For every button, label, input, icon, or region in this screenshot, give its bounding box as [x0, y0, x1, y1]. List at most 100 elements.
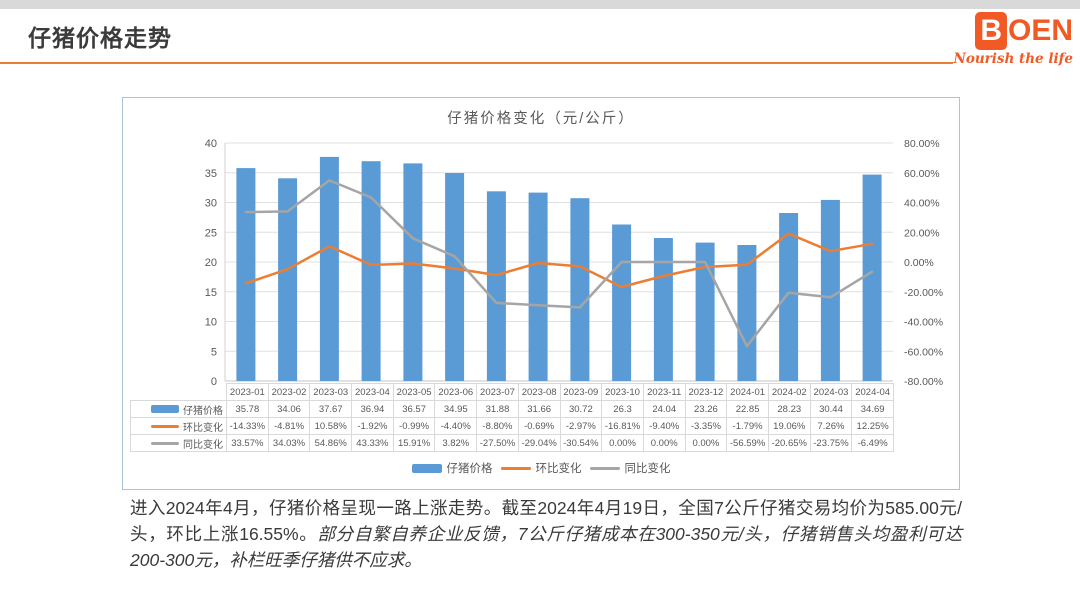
value-cell: -6.49% — [851, 434, 894, 452]
value-cell: 31.88 — [476, 400, 519, 418]
value-cell: -4.81% — [267, 417, 311, 435]
legend-line-swatch — [589, 466, 620, 470]
value-cell: 37.67 — [309, 400, 353, 418]
value-cell: 30.44 — [809, 400, 853, 418]
price-bar — [236, 168, 256, 381]
right-axis-tick: -40.00% — [904, 317, 943, 329]
commentary-italic: 部分自繁自养企业反馈，7公斤仔猪成本在300-350元/头，仔猪销售头均盈利可达… — [130, 524, 962, 570]
value-cell: 7.26% — [809, 417, 853, 435]
logo-rest: OEN — [1007, 14, 1073, 47]
legend-label: 仔猪价格 — [446, 463, 493, 475]
value-cell: 54.86% — [309, 434, 353, 452]
value-cell: -20.65% — [767, 434, 811, 452]
price-bar — [570, 198, 590, 381]
value-cell: -14.33% — [226, 417, 269, 435]
value-cell: -23.75% — [809, 434, 853, 452]
value-cell: 34.69 — [851, 400, 894, 418]
price-bar — [445, 173, 465, 381]
right-axis-tick: -80.00% — [904, 376, 943, 388]
price-bar — [695, 242, 715, 381]
right-axis-tick: 0.00% — [904, 257, 934, 269]
value-cell: -0.99% — [392, 417, 436, 435]
left-axis-tick: 5 — [211, 346, 217, 358]
value-cell: 22.85 — [726, 400, 769, 418]
page-title: 仔猪价格走势 — [28, 25, 172, 51]
price-bar — [361, 161, 381, 381]
legend-line-swatch — [500, 466, 531, 470]
price-bar — [278, 178, 298, 381]
legend-key-icon — [151, 405, 179, 413]
value-cell: -56.59% — [726, 434, 769, 452]
row-label-cell: 同比变化 — [130, 434, 227, 452]
boen-logo: B OEN Nourish the life — [933, 12, 1073, 67]
value-cell: 0.00% — [601, 434, 644, 452]
legend-item: 环比变化 — [500, 460, 582, 476]
month-header-cell: 2023-08 — [517, 383, 561, 401]
left-axis-tick: 10 — [205, 317, 217, 329]
right-axis-tick: 80.00% — [904, 138, 940, 150]
month-header-cell: 2023-06 — [434, 383, 478, 401]
right-axis-tick: -20.00% — [904, 287, 943, 299]
value-cell: -4.40% — [434, 417, 478, 435]
right-axis-tick: 60.00% — [904, 168, 940, 180]
value-cell: -2.97% — [559, 417, 603, 435]
value-cell: -29.04% — [517, 434, 561, 452]
logo-tagline: Nourish the life — [953, 51, 1073, 67]
value-cell: 0.00% — [642, 434, 686, 452]
value-cell: -1.79% — [726, 417, 769, 435]
value-cell: -1.92% — [351, 417, 394, 435]
value-cell: 24.04 — [642, 400, 686, 418]
value-cell: 34.95 — [434, 400, 478, 418]
top-edge-strip — [0, 0, 1080, 9]
value-cell: 43.33% — [351, 434, 394, 452]
value-cell: 15.91% — [392, 434, 436, 452]
row-label: 环比变化 — [183, 422, 223, 434]
value-cell: -3.35% — [684, 417, 728, 435]
left-axis-tick: 20 — [205, 257, 217, 269]
value-cell: 33.57% — [226, 434, 269, 452]
left-axis-tick: 40 — [205, 138, 217, 150]
month-header-cell: 2023-03 — [309, 383, 353, 401]
legend-label: 环比变化 — [535, 463, 582, 475]
month-header-cell: 2023-07 — [476, 383, 519, 401]
line-series — [244, 179, 874, 348]
row-label-cell: 仔猪价格 — [130, 400, 227, 418]
month-header-cell: 2023-11 — [642, 383, 686, 401]
left-axis-tick: 0 — [211, 376, 217, 388]
legend-item: 同比变化 — [589, 460, 671, 476]
commentary-normal: 进入2024年4月，仔猪价格呈现一路上涨走势。截至2024年4月19日，全国7公… — [130, 498, 962, 544]
price-bar — [486, 191, 506, 381]
value-cell: 3.82% — [434, 434, 478, 452]
month-header-cell: 2023-01 — [226, 383, 269, 401]
table-row: 同比变化 33.57% 34.03% 54.86% 43.33% 15.91% 3.82% -… — [130, 434, 894, 452]
value-cell: 34.03% — [267, 434, 311, 452]
price-bar — [779, 213, 799, 381]
legend-key-icon — [151, 441, 179, 445]
month-header-cell: 2023-12 — [684, 383, 728, 401]
value-cell: 19.06% — [767, 417, 811, 435]
chart-legend: 仔猪价格 环比变化 同比变化 — [123, 460, 959, 476]
legend-key-icon — [151, 424, 179, 428]
legend-bar-swatch — [411, 463, 442, 473]
month-header-cell: 2023-02 — [267, 383, 311, 401]
value-cell: -9.40% — [642, 417, 686, 435]
commentary-text: 进入2024年4月，仔猪价格呈现一路上涨走势。截至2024年4月19日，全国7公… — [130, 495, 962, 573]
table-row: 环比变化 -14.33% -4.81% 10.58% -1.92% -0.99% -4.40… — [130, 417, 894, 435]
right-axis-tick: -60.00% — [904, 346, 943, 358]
value-cell: 31.66 — [517, 400, 561, 418]
price-bar — [862, 174, 882, 381]
left-axis-tick: 25 — [205, 227, 217, 239]
value-cell: 0.00% — [684, 434, 728, 452]
month-header-cell: 2023-09 — [559, 383, 603, 401]
month-header-cell: 2023-10 — [601, 383, 644, 401]
value-cell: 26.3 — [601, 400, 644, 418]
month-header-cell: 2024-02 — [767, 383, 811, 401]
row-label: 仔猪价格 — [183, 405, 223, 417]
price-combo-chart: 0 5 10 15 20 25 30 35 40 -80.00% -60.00% -40.00% -20… — [205, 138, 943, 388]
chart-title: 仔猪价格变化（元/公斤） — [447, 111, 635, 127]
value-cell: 23.26 — [684, 400, 728, 418]
value-cell: 36.94 — [351, 400, 394, 418]
value-cell: 28.23 — [767, 400, 811, 418]
right-axis-tick: 20.00% — [904, 227, 940, 239]
